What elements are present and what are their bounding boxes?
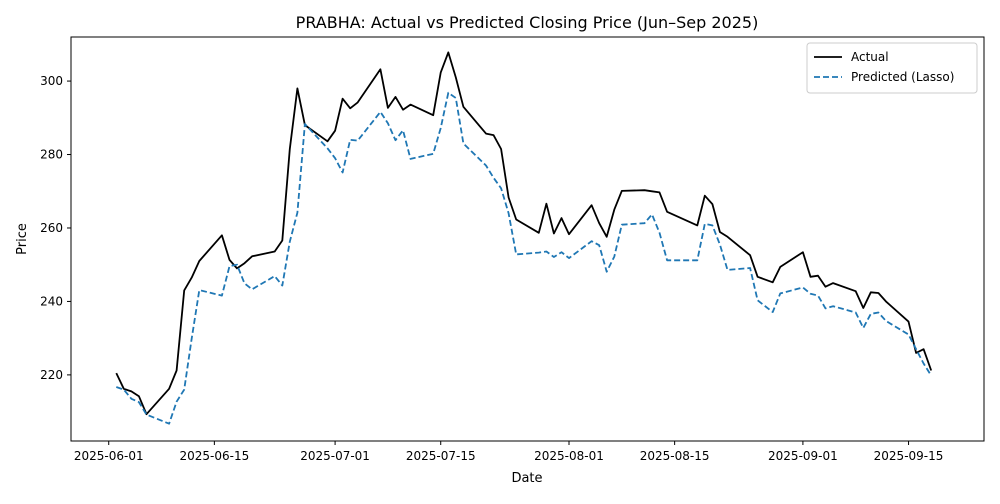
- series-line-actual: [115, 51, 933, 416]
- legend-box: [806, 42, 978, 94]
- x-tick-label: 2025-09-01: [768, 449, 838, 463]
- plot-frame: [70, 36, 985, 442]
- series-layer: [115, 51, 933, 425]
- y-tick-label: 240: [40, 294, 63, 308]
- x-tick-label: 2025-09-15: [874, 449, 944, 463]
- y-tick-label: 260: [40, 221, 63, 235]
- x-axis: 2025-06-01 2025-06-15 2025-07-01 2025-07-15…: [74, 441, 944, 463]
- series-line-predicted: [116, 91, 932, 425]
- x-tick-label: 2025-08-15: [640, 449, 710, 463]
- y-tick-label: 280: [40, 148, 63, 162]
- y-axis-label: Price: [15, 223, 30, 255]
- y-tick-label: 300: [40, 74, 63, 88]
- y-tick-label: 220: [40, 368, 63, 382]
- chart-title: PRABHA: Actual vs Predicted Closing Pric…: [296, 13, 759, 32]
- x-tick-label: 2025-06-15: [179, 449, 249, 463]
- x-axis-label: Date: [511, 471, 542, 486]
- x-tick-label: 2025-07-15: [406, 449, 476, 463]
- legend-label: Actual: [851, 50, 889, 64]
- x-tick-label: 2025-07-01: [300, 449, 370, 463]
- x-tick-label: 2025-06-01: [74, 449, 144, 463]
- legend: Actual Predicted (Lasso): [806, 42, 978, 94]
- y-axis: 220 240 260 280 300: [40, 74, 71, 382]
- x-tick-label: 2025-08-01: [534, 449, 604, 463]
- legend-label: Predicted (Lasso): [851, 70, 954, 84]
